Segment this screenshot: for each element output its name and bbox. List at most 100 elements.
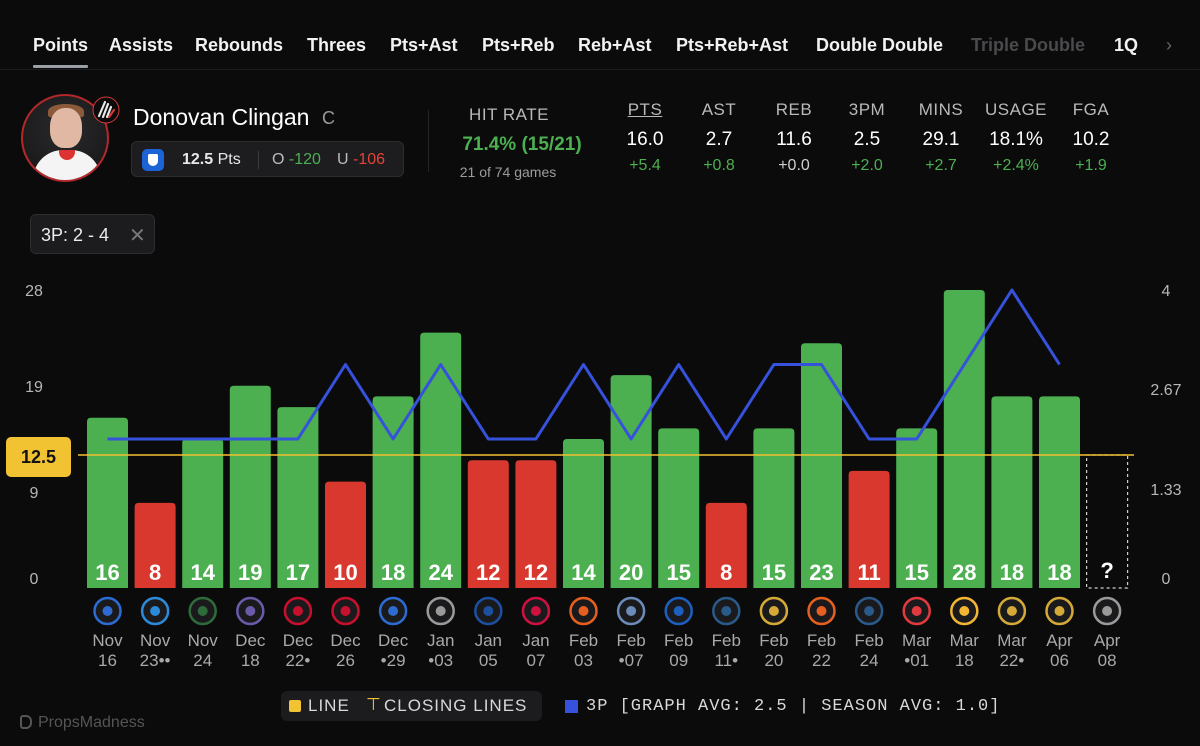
stat-value: 2.7 [705, 129, 733, 150]
stat-fga[interactable]: FGA 10.2 +1.9 [1051, 100, 1131, 175]
close-icon[interactable]: ✕ [129, 225, 146, 247]
game-date-day: 24 [860, 651, 879, 670]
date-day: 22 [285, 651, 304, 670]
stat-tabs: Points Assists Rebounds Threes Pts+Ast Pts+Re… [0, 0, 1200, 70]
bar [229, 385, 271, 588]
game-date-month: Nov [92, 631, 123, 650]
76ers-logo-icon [673, 606, 684, 616]
bar [277, 407, 319, 588]
suns-logo-icon [816, 606, 827, 616]
bar [515, 460, 557, 588]
stat-value: 16.0 [626, 129, 664, 150]
legend-line-toggle[interactable]: LINE ⊤ CLOSING LINES [281, 691, 542, 721]
brand-logo: PropsMadness [20, 714, 145, 732]
stat-reb[interactable]: REB 11.6 +0.0 [754, 100, 834, 175]
stat-value: 29.1 [922, 129, 960, 150]
chevron-right-icon: › [1166, 35, 1172, 55]
bar [1039, 396, 1080, 588]
stat-diff: +5.4 [629, 157, 661, 174]
line-pill[interactable]: 12.5 Pts O -120 U -106 [131, 141, 404, 177]
stat-diff: +0.0 [778, 157, 810, 174]
timberwolves-logo-icon [864, 606, 875, 616]
date-day: 05 [479, 651, 498, 670]
tab-double-double[interactable]: Double Double [816, 35, 943, 55]
game-date-month: Feb [569, 631, 598, 650]
kings-logo-icon [245, 606, 256, 616]
bar [372, 396, 414, 588]
tab-pts-reb[interactable]: Pts+Reb [482, 35, 555, 55]
under-odds: U -106 [337, 151, 386, 168]
date-day: 16 [98, 651, 117, 670]
fanduel-icon [142, 149, 164, 171]
date-marker: • [732, 651, 738, 670]
closing-line-icon: ⊤ [366, 695, 381, 714]
filter-chip[interactable]: 3P: 2 - 4 ✕ [30, 214, 155, 254]
bar [467, 460, 509, 588]
game-date-month: Feb [807, 631, 836, 650]
game-date-month: Apr [1094, 631, 1121, 650]
game-date-month: Dec [330, 631, 361, 650]
game-date-day: •03 [428, 651, 453, 670]
stat-value: 18.1% [989, 129, 1043, 150]
tab-reb-ast[interactable]: Reb+Ast [578, 35, 652, 55]
date-day: 07 [526, 651, 545, 670]
stat-label: 3PM [848, 100, 886, 119]
bar [610, 375, 652, 588]
game-date-day: 16 [98, 651, 117, 670]
stat-pts[interactable]: PTS 16.0 +5.4 [605, 100, 685, 175]
date-day: 29 [387, 651, 406, 670]
stat-diff: +2.7 [925, 157, 957, 174]
date-day: 22 [999, 651, 1018, 670]
date-day: 07 [625, 651, 644, 670]
bar-value-label: 15 [666, 560, 690, 585]
game-date-day: 06 [1050, 651, 1069, 670]
tab-pts-reb-ast[interactable]: Pts+Reb+Ast [676, 35, 789, 55]
tab-pts-ast[interactable]: Pts+Ast [390, 35, 458, 55]
tab-points[interactable]: Points [33, 35, 89, 68]
bar-value-label: 12 [476, 560, 500, 585]
date-day: 09 [669, 651, 688, 670]
bar [753, 428, 795, 588]
legend-closing-label: CLOSING LINES [384, 696, 528, 715]
spurs-logo-icon [435, 606, 446, 616]
game-date-month: Dec [235, 631, 266, 650]
bar-value-label: 15 [904, 560, 928, 585]
tab-assists[interactable]: Assists [109, 35, 174, 55]
bar [991, 396, 1033, 588]
bar-value-label: 17 [286, 560, 310, 585]
rockets-logo-icon [530, 606, 541, 616]
bar-value-label: 16 [95, 560, 119, 585]
date-marker: • [304, 651, 310, 670]
tab-threes[interactable]: Threes [307, 35, 367, 55]
bar [563, 439, 604, 588]
stat-usage[interactable]: USAGE 18.1% +2.4% [976, 100, 1056, 175]
stat-label: USAGE [984, 100, 1048, 119]
game-date-day: 18 [241, 651, 260, 670]
bar-value-label: 20 [619, 560, 643, 585]
date-day: 03 [434, 651, 453, 670]
mavericks-logo-icon [388, 606, 399, 616]
tabs-more-button[interactable]: › [1148, 33, 1200, 59]
bar-value-label: 18 [1047, 560, 1071, 585]
tab-triple-double[interactable]: Triple Double [971, 35, 1086, 55]
line-value-label: 12.5 [6, 437, 71, 477]
stat-ast[interactable]: AST 2.7 +0.8 [679, 100, 759, 175]
bar [182, 439, 224, 588]
date-day: 03 [574, 651, 593, 670]
y-left-tick: 0 [30, 571, 39, 588]
tab-1q[interactable]: 1Q [1114, 35, 1139, 55]
filter-chip-label: 3P: 2 - 4 [41, 225, 110, 245]
over-odds: O -120 [272, 151, 321, 168]
date-day: 23 [140, 651, 159, 670]
game-date-day: •01 [904, 651, 929, 670]
game-date-day: 22 [812, 651, 831, 670]
tab-rebounds[interactable]: Rebounds [195, 35, 283, 55]
stat-3pm[interactable]: 3PM 2.5 +2.0 [827, 100, 907, 175]
game-date-month: Feb [664, 631, 693, 650]
bar-value-label: 14 [190, 560, 215, 585]
game-date-day: 11• [714, 651, 738, 670]
stat-mins[interactable]: MINS 29.1 +2.7 [901, 100, 981, 175]
game-date-month: Apr [1046, 631, 1073, 650]
stat-label: FGA [1072, 100, 1110, 119]
